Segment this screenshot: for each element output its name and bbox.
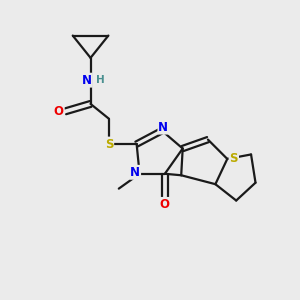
Text: H: H bbox=[96, 75, 104, 85]
Text: S: S bbox=[105, 138, 113, 151]
Text: N: N bbox=[82, 74, 92, 87]
Text: N: N bbox=[158, 121, 168, 134]
Text: N: N bbox=[130, 166, 140, 179]
Text: O: O bbox=[160, 198, 170, 211]
Text: O: O bbox=[54, 105, 64, 118]
Text: S: S bbox=[230, 152, 238, 165]
